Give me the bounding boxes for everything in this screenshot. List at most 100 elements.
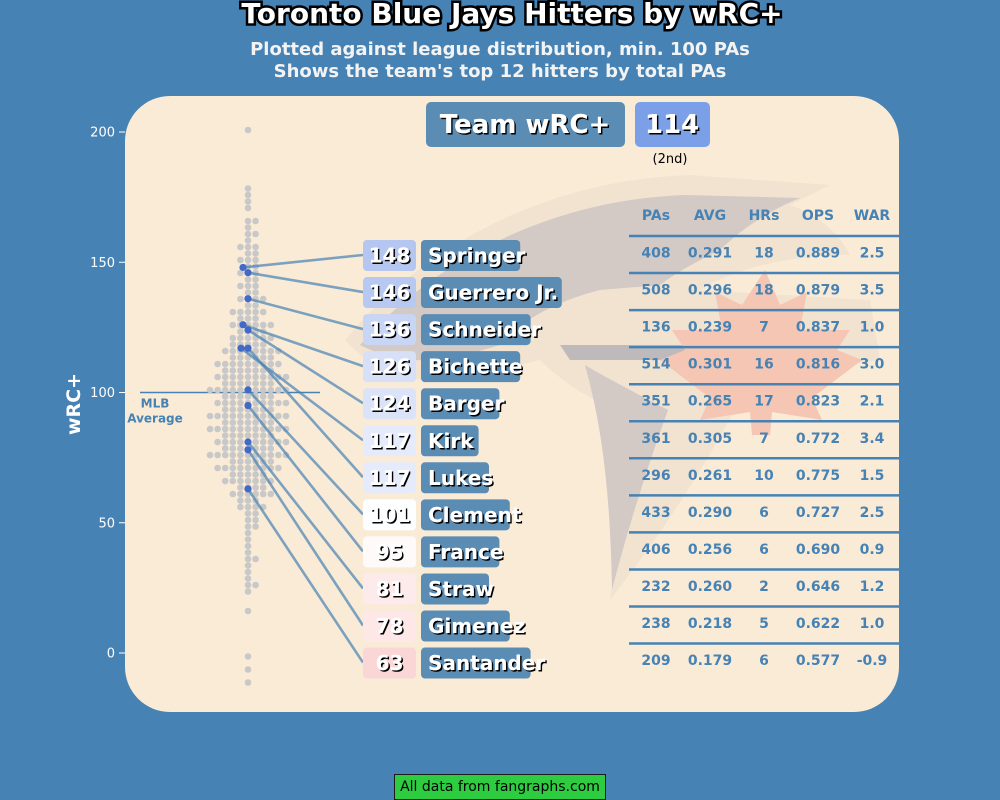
player-connector bbox=[246, 488, 365, 664]
player-name-box bbox=[421, 388, 500, 420]
league-dot bbox=[252, 243, 259, 251]
player-name: Bichette bbox=[428, 355, 522, 379]
league-dot bbox=[229, 432, 237, 439]
league-dot bbox=[244, 412, 252, 420]
team-wrc-badge: Team wRC+ 114 (2nd) bbox=[426, 102, 710, 167]
column-header-ops: OPS bbox=[802, 208, 834, 224]
league-dot bbox=[229, 308, 237, 316]
league-dot bbox=[244, 471, 252, 478]
stat-cell-ops: 0.622 bbox=[796, 616, 840, 632]
player-connector bbox=[247, 389, 364, 516]
league-dot bbox=[229, 471, 237, 478]
player-row: 136 Schneider 136 0.239 7 0.837 1.0 bbox=[363, 308, 899, 346]
league-dot bbox=[259, 380, 267, 387]
player-wrc-box bbox=[363, 499, 416, 531]
player-wrc-value: 95 bbox=[376, 540, 404, 564]
league-dot bbox=[237, 367, 244, 374]
player-name: France bbox=[428, 540, 503, 564]
player-dot bbox=[244, 344, 252, 352]
player-wrc-box bbox=[363, 277, 416, 309]
league-dot bbox=[259, 386, 267, 394]
stat-cell-avg: 0.301 bbox=[688, 357, 732, 373]
league-dot bbox=[252, 380, 259, 387]
league-dot bbox=[221, 347, 229, 355]
stat-cell-pas: 296 bbox=[641, 468, 670, 484]
league-dot bbox=[214, 464, 221, 472]
league-dot bbox=[244, 588, 252, 595]
stat-cell-ops: 0.816 bbox=[796, 357, 840, 373]
stat-cell-avg: 0.239 bbox=[688, 320, 732, 336]
chart-subtitle-line-1: Plotted against league distribution, min… bbox=[250, 39, 750, 60]
player-name-box bbox=[421, 573, 489, 605]
league-dot bbox=[214, 373, 221, 381]
league-dot bbox=[252, 256, 259, 264]
player-wrc-value: 126 bbox=[369, 355, 411, 379]
league-dot bbox=[206, 425, 214, 433]
league-dot bbox=[244, 308, 252, 316]
league-dot bbox=[221, 373, 229, 381]
league-dot bbox=[229, 438, 237, 446]
league-dot bbox=[244, 217, 252, 225]
league-dot bbox=[237, 360, 244, 368]
stat-cell-avg: 0.179 bbox=[688, 653, 732, 669]
league-dot bbox=[229, 464, 237, 472]
stat-cell-war: 2.5 bbox=[860, 505, 885, 521]
league-dot bbox=[252, 477, 259, 485]
league-dot bbox=[275, 464, 282, 472]
y-tick-label: 200 bbox=[90, 126, 115, 141]
league-dot bbox=[252, 386, 259, 394]
league-dot bbox=[221, 393, 229, 400]
player-wrc-value: 117 bbox=[369, 466, 411, 490]
column-header-avg: AVG bbox=[694, 208, 726, 224]
team-wrc-value: 114 bbox=[645, 110, 699, 140]
column-header-pas: PAs bbox=[642, 208, 670, 224]
league-dot bbox=[229, 490, 237, 498]
source-footer: All data from fangraphs.com bbox=[394, 774, 606, 800]
league-dot bbox=[267, 451, 275, 459]
player-name: Springer bbox=[428, 244, 526, 268]
league-dot bbox=[252, 464, 259, 472]
stat-cell-war: -0.9 bbox=[857, 653, 888, 669]
league-dot bbox=[244, 581, 252, 589]
stat-cell-avg: 0.218 bbox=[688, 616, 732, 632]
league-dot bbox=[282, 399, 290, 407]
league-dot bbox=[252, 432, 259, 439]
player-row: 117 Kirk 361 0.305 7 0.772 3.4 bbox=[363, 420, 899, 457]
league-dot bbox=[221, 432, 229, 439]
stat-cell-hrs: 18 bbox=[754, 246, 773, 262]
stat-cell-hrs: 7 bbox=[759, 320, 769, 336]
league-dot bbox=[244, 243, 252, 251]
league-dot bbox=[252, 217, 259, 225]
league-dot bbox=[244, 126, 252, 134]
league-dot bbox=[244, 191, 252, 199]
league-dot bbox=[267, 360, 275, 368]
player-name: Clement bbox=[428, 503, 522, 527]
stat-cell-war: 3.0 bbox=[860, 357, 885, 373]
stat-cell-pas: 136 bbox=[641, 320, 670, 336]
player-name-box bbox=[421, 240, 521, 271]
mlb-average-label-line-2: Average bbox=[127, 412, 183, 426]
league-dot bbox=[259, 393, 267, 400]
league-dot bbox=[214, 386, 221, 394]
league-dot bbox=[244, 562, 252, 569]
league-dot bbox=[237, 458, 244, 465]
league-dot bbox=[267, 445, 275, 452]
player-wrc-value: 78 bbox=[376, 614, 404, 638]
league-dot bbox=[267, 386, 275, 394]
league-dot bbox=[252, 555, 259, 563]
league-dot bbox=[221, 438, 229, 446]
league-dot bbox=[259, 341, 267, 348]
stat-cell-ops: 0.646 bbox=[796, 579, 840, 595]
league-dot bbox=[221, 399, 229, 407]
player-name: Kirk bbox=[428, 429, 474, 453]
league-dot bbox=[214, 399, 221, 407]
league-dot bbox=[252, 503, 259, 511]
league-dot bbox=[252, 516, 259, 524]
stat-cell-hrs: 2 bbox=[759, 579, 769, 595]
league-dot bbox=[229, 445, 237, 452]
league-dot bbox=[237, 438, 244, 446]
player-wrc-value: 148 bbox=[369, 244, 411, 268]
league-dot bbox=[221, 464, 229, 472]
league-dot bbox=[229, 347, 237, 355]
player-connector bbox=[246, 449, 365, 627]
